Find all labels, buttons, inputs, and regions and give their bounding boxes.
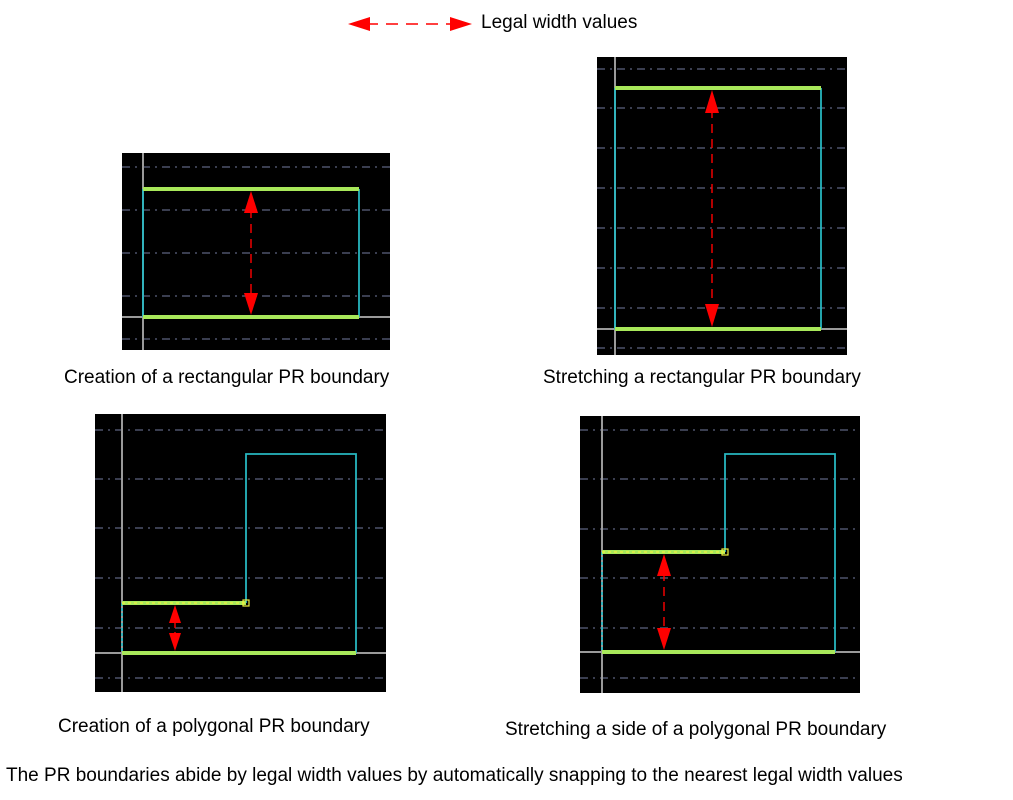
pr-boundary [121,453,357,655]
caption-rect-stretch: Stretching a rectangular PR boundary [543,367,861,388]
legal-width-arrow [169,605,181,651]
poly-creation-panel [95,414,386,692]
legend-arrow-icon [348,17,472,31]
rect-stretch-panel [597,57,847,355]
legal-width-arrow [244,191,258,315]
caption-poly-stretch: Stretching a side of a polygonal PR boun… [505,719,887,740]
vertex-handle [242,599,250,607]
pr-boundary [601,453,836,654]
poly-stretch-panel [580,416,860,693]
legal-width-arrow [657,554,671,650]
footer-note: The PR boundaries abide by legal width v… [6,765,903,786]
rect-creation-panel [122,153,390,350]
caption-poly-create: Creation of a polygonal PR boundary [58,716,370,737]
legal-width-arrow [705,90,719,327]
legend-label: Legal width values [481,12,638,33]
pr-boundary [614,86,822,331]
vertex-handle [721,548,729,556]
pr-boundary [142,187,360,319]
caption-rect-create: Creation of a rectangular PR boundary [64,367,390,388]
